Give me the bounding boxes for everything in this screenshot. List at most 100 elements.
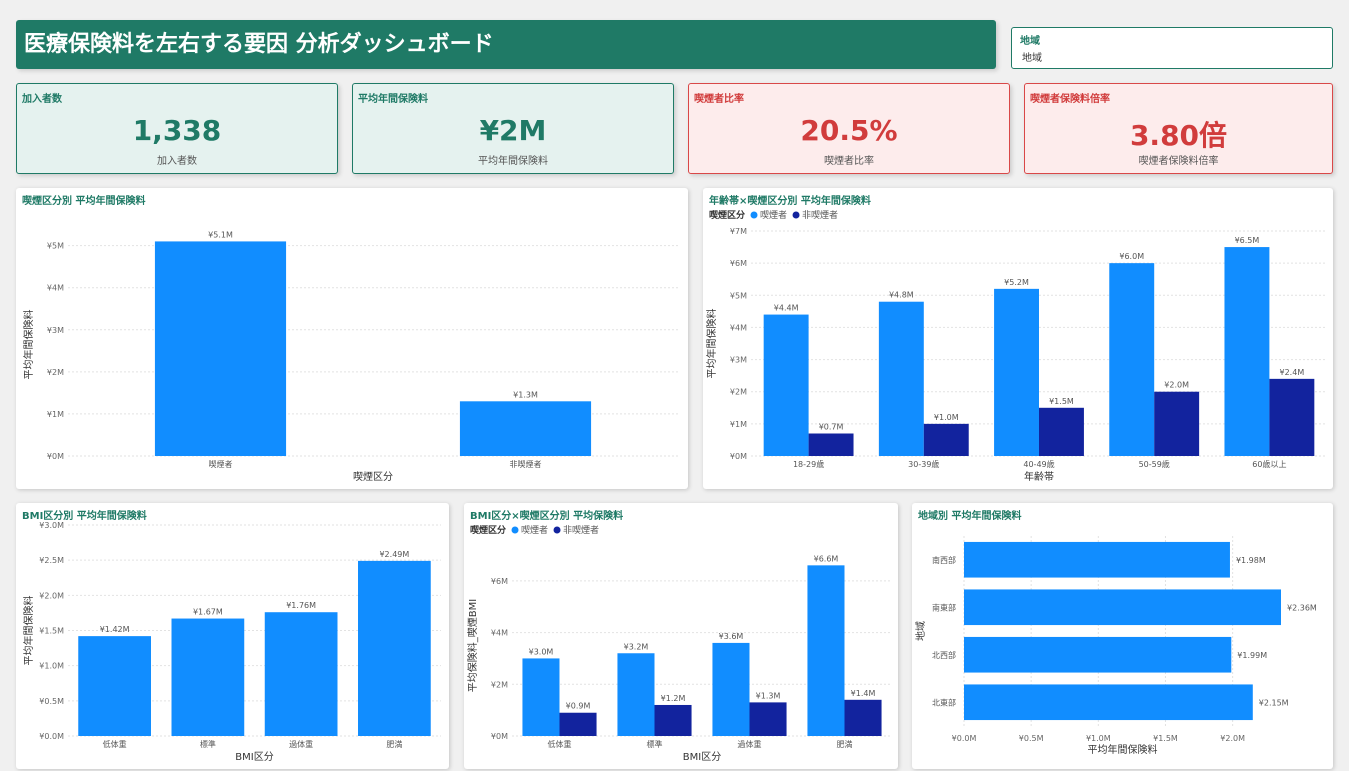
y-axis-title: 平均年間保険料 [22,596,35,666]
bar [171,618,245,736]
y-tick-label: ¥6M [730,259,747,268]
x-axis-title: 喫煙区分 [353,471,393,483]
y-tick-label: ¥5M [730,291,747,300]
data-label: ¥2.15M [1259,698,1289,707]
x-tick-label: 肥満 [837,740,853,749]
chart-title: 喫煙区分別 平均年間保険料 [22,196,146,207]
data-label: ¥6.6M [814,554,839,563]
kpi-value: 20.5% [800,114,898,147]
chart-title: BMI区分×喫煙区分別 平均保険料 [470,511,624,522]
x-tick-label: 低体重 [548,739,572,749]
data-label: ¥3.0M [529,647,554,656]
bar [559,712,597,736]
x-axis-title: BMI区分 [683,751,721,763]
y-tick-label: 南西部 [932,555,956,565]
kpi-label: 平均年間保険料 [358,94,428,105]
bar [749,702,787,736]
y-tick-label: 北東部 [932,697,956,707]
x-axis-title: BMI区分 [235,751,273,763]
data-label: ¥4.8M [889,291,914,300]
data-label: ¥1.42M [100,625,130,634]
bar [964,541,1230,578]
bar [617,653,655,736]
kpi-sub: 加入者数 [157,156,197,167]
bar [264,612,338,736]
y-tick-label: ¥3M [47,326,64,335]
y-tick-label: 北西部 [932,650,956,660]
slicer-value[interactable]: 地域 [1022,53,1042,64]
kpi-value: 1,338 [132,114,222,147]
chart-title: 地域別 平均年間保険料 [918,511,1022,522]
bar [654,704,692,736]
legend-item: 非喫煙者 [563,524,599,536]
kpi-sub: 喫煙者保険料倍率 [1138,156,1219,167]
x-tick-label: 肥満 [386,740,402,749]
y-tick-label: ¥2.5M [39,556,64,565]
bar [459,401,592,456]
x-tick-label: ¥1.0M [1086,734,1111,743]
bar [154,241,287,456]
data-label: ¥1.4M [851,689,876,698]
x-tick-label: ¥1.5M [1153,734,1178,743]
bar [964,684,1253,721]
bar [808,433,854,456]
y-tick-label: ¥1.5M [39,627,64,636]
data-label: ¥1.5M [1049,397,1074,406]
bar [964,589,1281,626]
bar [522,658,560,736]
y-tick-label: ¥4M [491,629,508,638]
kpi-value: ¥2M [479,114,547,147]
chart-region-premium: ¥0.0M ¥0.5M ¥1.0M ¥1.5M ¥2.0M ¥1.98M 南西部 ¥2.36M… [914,536,1317,756]
kpi-card-smoker-ratio: 喫煙者比率 20.5% 喫煙者比率 [688,83,1010,174]
data-label: ¥2.49M [379,550,409,559]
x-tick-label: 非喫煙者 [510,459,542,469]
x-tick-label: 18-29歳 [793,459,824,469]
bar [878,301,924,456]
y-tick-label: ¥2M [47,368,64,377]
x-tick-label: 喫煙者 [209,459,233,469]
y-tick-label: ¥7M [730,227,747,236]
y-tick-label: ¥5M [47,242,64,251]
x-tick-label: 40-49歳 [1023,459,1054,469]
kpi-card-members: 加入者数 1,338 加入者数 [16,83,338,174]
kpi-label: 喫煙者比率 [694,94,744,105]
legend-title: 喫煙区分 [470,524,506,536]
data-label: ¥1.0M [934,413,959,422]
data-label: ¥0.7M [819,423,844,432]
data-label: ¥2.36M [1287,603,1317,612]
bar [1109,263,1155,456]
x-axis-title: 平均年間保険料 [1088,743,1158,756]
chart-card-bmi: BMI区分別 平均年間保険料 ¥0.0M ¥0.5M ¥1.0M ¥1.5M ¥2.0M… [16,503,449,769]
bar [1154,391,1200,456]
kpi-label: 喫煙者保険料倍率 [1030,94,1110,105]
y-axis-title: 地域 [914,621,927,641]
chart-card-region: 地域別 平均年間保険料 ¥0.0M ¥0.5M ¥1.0M ¥1.5M ¥2.0M ¥1.… [912,503,1333,769]
data-label: ¥2.0M [1164,381,1189,390]
y-tick-label: ¥3M [730,356,747,365]
x-tick-label: 50-59歳 [1139,459,1170,469]
chart-card-smoker: 喫煙区分別 平均年間保険料 ¥0M ¥1M ¥2M ¥3M ¥4M ¥5M ¥5.1M 喫煙者… [16,188,688,489]
x-tick-label: 標準 [200,739,216,749]
data-label: ¥1.3M [756,691,781,700]
chart-age-smoker-premium: 喫煙区分 喫煙者 非喫煙者 ¥0M ¥1M ¥2M ¥3M ¥4M ¥5M ¥6M ¥7M ¥4.4M… [705,209,1327,483]
bar [994,288,1039,456]
data-label: ¥5.1M [208,230,233,239]
page-title: 医療保険料を左右する要因 分析ダッシュボード [16,20,996,69]
data-label: ¥4.4M [774,304,799,313]
y-axis-title: 平均年間保険料 [22,310,35,380]
y-tick-label: ¥0.5M [39,697,64,706]
region-slicer[interactable]: 地域 地域 [1011,27,1333,69]
x-tick-label: ¥0.5M [1019,734,1044,743]
kpi-sub: 平均年間保険料 [478,156,548,167]
data-label: ¥6.5M [1235,236,1260,245]
bar [78,636,151,736]
bar [844,699,882,736]
y-axis-title: 平均保険料_喫煙BMI [466,599,479,692]
bar [358,560,431,736]
legend-title: 喫煙区分 [709,209,745,221]
x-tick-label: 低体重 [103,739,127,749]
legend-marker [750,211,758,219]
bar [1269,378,1315,456]
data-label: ¥0.9M [566,702,591,711]
